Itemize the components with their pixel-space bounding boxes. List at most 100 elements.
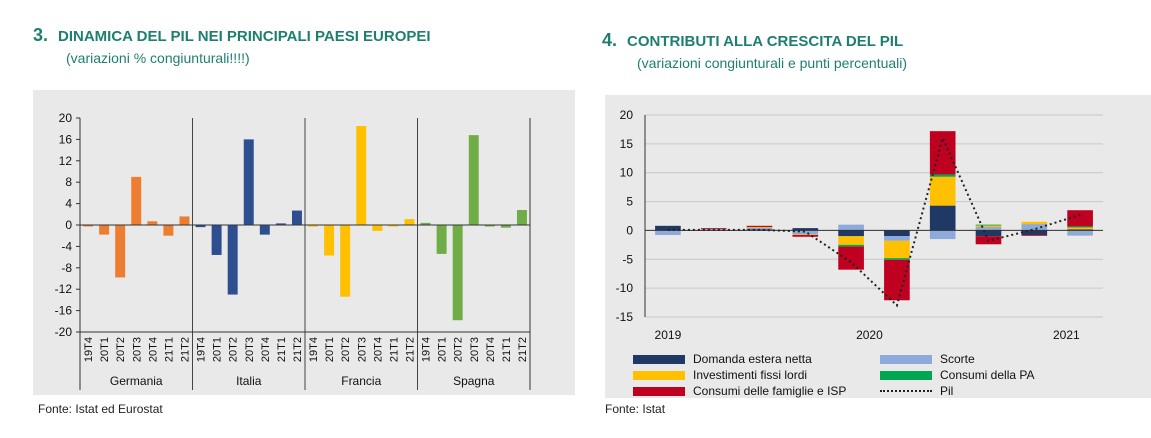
x-tick-label: 20T1 xyxy=(99,337,111,362)
bar-segment-investimenti-fissi-lordi-2019q3 xyxy=(746,226,773,228)
bar-segment-consumi-delle-famiglie-e-isp-2021q2 xyxy=(1067,210,1093,227)
bar-francia-21t1 xyxy=(388,225,399,227)
bar-italia-19t4 xyxy=(195,225,206,228)
bar-segment-scorte-2019q4 xyxy=(792,230,819,235)
bar-segment-consumi-della-pa-2021q2 xyxy=(1067,226,1093,228)
bar-segment-investimenti-fissi-lordi-2021q1 xyxy=(1021,221,1048,225)
right-chart-number: 4. xyxy=(602,30,618,50)
left-chart-source: Fonte: Istat ed Eurostat xyxy=(38,402,163,416)
bar-segment-scorte-2020q3 xyxy=(929,230,956,240)
bar-segment-consumi-delle-famiglie-e-isp-2019q2 xyxy=(700,228,727,229)
legend-item-consumi-pa: Consumi della PA xyxy=(880,368,1035,382)
x-tick-label: 20T2 xyxy=(228,337,240,362)
group-label-francia: Francia xyxy=(341,374,381,388)
bar-segment-scorte-2020q4 xyxy=(975,226,1002,231)
y-tick-label: 20 xyxy=(59,111,73,125)
legend-item-investimenti: Investimenti fissi lordi xyxy=(633,368,807,382)
bar-segment-investimenti-fissi-lordi-2020q3 xyxy=(929,176,956,206)
bar-germania-20t4 xyxy=(147,221,158,225)
left-chart-title: DINAMICA DEL PIL NEI PRINCIPALI PAESI EU… xyxy=(58,28,431,45)
left-chart-subtitle: (variazioni % congiunturali!!!!) xyxy=(66,50,250,66)
x-year-label: 2020 xyxy=(856,328,883,342)
bar-segment-investimenti-fissi-lordi-2020q2 xyxy=(884,240,910,259)
legend-swatch-domanda-estera xyxy=(633,354,685,364)
bar-segment-consumi-delle-famiglie-e-isp-2021q1 xyxy=(1021,235,1048,236)
group-label-spagna: Spagna xyxy=(453,374,495,388)
bar-segment-scorte-2021q2 xyxy=(1067,230,1093,236)
bar-spagna-20t3 xyxy=(468,135,479,225)
x-tick-label: 20T4 xyxy=(147,337,159,362)
y-tick-label: -10 xyxy=(616,281,634,295)
bar-segment-domanda-estera-netta-2020q2 xyxy=(884,230,910,237)
left-chart-panel: 3. DINAMICA DEL PIL NEI PRINCIPALI PAESI … xyxy=(0,0,575,438)
x-tick-label: 20T2 xyxy=(340,337,352,362)
bar-segment-scorte-2019q3 xyxy=(746,227,773,230)
bar-italia-21t1 xyxy=(275,223,286,225)
bar-germania-19t4 xyxy=(83,225,94,227)
bar-francia-20t1 xyxy=(324,225,335,256)
y-tick-label: 16 xyxy=(59,132,73,146)
x-tick-label: 21T2 xyxy=(517,337,529,362)
x-tick-label: 20T3 xyxy=(244,337,256,362)
y-tick-label: -16 xyxy=(55,304,73,318)
right-chart-title: CONTRIBUTI ALLA CRESCITA DEL PIL xyxy=(627,33,904,50)
bar-segment-scorte-2019q1 xyxy=(655,230,681,236)
y-tick-label: -5 xyxy=(622,252,633,266)
y-tick-label: -8 xyxy=(61,261,72,275)
x-tick-label: 20T3 xyxy=(131,337,143,362)
legend-label-domanda-estera: Domanda estera netta xyxy=(693,352,812,366)
legend-item-consumi-famiglie: Consumi delle famiglie e ISP xyxy=(633,384,846,398)
bar-spagna-20t2 xyxy=(452,225,463,321)
bar-francia-20t3 xyxy=(356,126,367,225)
bar-segment-scorte-2020q1 xyxy=(838,224,864,231)
legend-swatch-consumi-pa xyxy=(880,370,932,380)
bar-segment-consumi-della-pa-2020q1 xyxy=(838,244,864,247)
y-tick-label: 10 xyxy=(620,166,634,180)
bar-italia-21t2 xyxy=(291,210,302,225)
bar-segment-domanda-estera-netta-2020q1 xyxy=(838,230,864,237)
bar-francia-19t4 xyxy=(308,225,319,227)
x-tick-label: 20T2 xyxy=(453,337,465,362)
x-tick-label: 20T3 xyxy=(356,337,368,362)
y-tick-label: 5 xyxy=(626,195,633,209)
x-tick-label: 21T1 xyxy=(388,337,400,362)
bar-segment-domanda-estera-netta-2019q1 xyxy=(655,225,681,231)
bar-segment-domanda-estera-netta-2019q4 xyxy=(792,228,819,231)
x-year-label: 2019 xyxy=(655,328,682,342)
bar-germania-20t1 xyxy=(99,225,110,235)
left-chart-heading: 3. DINAMICA DEL PIL NEI PRINCIPALI PAESI … xyxy=(33,25,431,46)
x-tick-label: 20T4 xyxy=(260,337,272,362)
x-tick-label: 20T3 xyxy=(469,337,481,362)
right-chart-area xyxy=(605,95,1151,398)
right-stacked-chart: 20 15 10 5 0 -5 -10 -15 2019 2020 2021 xyxy=(616,108,1103,342)
y-tick-label: 0 xyxy=(626,223,633,237)
y-tick-label: 12 xyxy=(59,154,73,168)
legend-swatch-scorte xyxy=(880,354,932,364)
bar-segment-consumi-della-pa-2020q3 xyxy=(929,174,956,177)
bar-italia-20t3 xyxy=(243,139,254,225)
bar-segment-domanda-estera-netta-2021q2 xyxy=(1067,229,1093,231)
legend-item-domanda-estera: Domanda estera netta xyxy=(633,352,812,366)
left-bar-chart: 20 16 12 8 4 0 -4 -8 -12 -16 -20 19T4 20T1 20T2 20T3 20… xyxy=(55,111,531,390)
pil-line xyxy=(667,135,1081,308)
x-tick-label: 20T1 xyxy=(437,337,449,362)
x-tick-label: 20T1 xyxy=(212,337,224,362)
bar-segment-consumi-delle-famiglie-e-isp-2019q3 xyxy=(746,225,773,227)
y-tick-label: -20 xyxy=(55,325,73,339)
bar-spagna-21t1 xyxy=(500,225,511,228)
y-tick-label: 8 xyxy=(65,175,72,189)
bar-spagna-20t1 xyxy=(436,225,447,254)
bar-italia-20t1 xyxy=(211,225,222,255)
x-tick-label: 21T2 xyxy=(179,337,191,362)
legend-label-consumi-famiglie: Consumi delle famiglie e ISP xyxy=(693,384,847,398)
bar-italia-20t2 xyxy=(227,225,238,295)
bar-segment-investimenti-fissi-lordi-2019q4 xyxy=(792,234,819,236)
group-label-italia: Italia xyxy=(236,374,262,388)
group-label-germania: Germania xyxy=(110,374,163,388)
bar-segment-domanda-estera-netta-2020q4 xyxy=(975,230,1002,237)
bar-francia-20t4 xyxy=(372,225,383,231)
x-tick-label: 21T1 xyxy=(501,337,513,362)
bar-spagna-20t4 xyxy=(484,225,495,227)
bar-germania-21t1 xyxy=(163,225,174,236)
bar-italia-20t4 xyxy=(259,225,270,235)
